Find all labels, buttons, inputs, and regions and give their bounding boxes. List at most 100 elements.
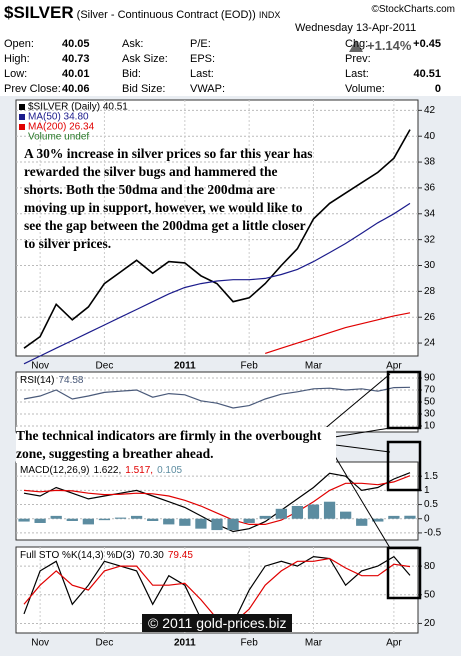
quote-cell: Prev: [345, 53, 371, 65]
y-tick-label: 90 [424, 373, 436, 384]
y-tick-label: 1.5 [424, 471, 438, 482]
histogram-bar [50, 515, 62, 519]
histogram-bar [34, 518, 46, 523]
legend-entry: 79.45 [168, 550, 193, 561]
histogram-bar [18, 518, 30, 522]
legend-entry: 74.58 [58, 375, 83, 386]
legend-swatch [19, 114, 25, 120]
quote-cell: Low: [4, 68, 28, 80]
annotation: The technical indicators are firmly in t… [16, 427, 336, 463]
quote-cell: Ask Size: [122, 53, 168, 65]
quote-cell: Chg: [345, 38, 369, 50]
y-tick-label: 32 [424, 234, 436, 245]
exchange: INDX [258, 10, 281, 20]
y-tick-label: 50 [424, 397, 436, 408]
y-tick-label: 0 [424, 513, 430, 524]
name: (Silver - Continuous Contract (EOD)) [76, 9, 256, 21]
legend-swatch [19, 104, 25, 110]
panel-label: Full STO %K(14,3) %D(3) 70.30 79.45 [20, 550, 193, 561]
histogram-bar [163, 518, 175, 525]
x-tick-label: 2011 [174, 361, 196, 372]
series-line [23, 202, 411, 365]
copyright: © 2011 gold-prices.biz [142, 614, 293, 632]
y-tick-label: 10 [424, 421, 436, 432]
quote-cell: Bid: [122, 68, 141, 80]
histogram-bar [340, 511, 352, 519]
series-line [23, 475, 411, 525]
y-tick-label: 42 [424, 105, 436, 116]
y-tick-label: -0.5 [424, 528, 442, 539]
x-tick-label: Feb [241, 638, 259, 649]
histogram-bar [388, 515, 400, 519]
annotation: A 30% increase in silver prices so far t… [24, 146, 313, 251]
y-tick-label: 20 [424, 618, 436, 629]
y-tick-label: 24 [424, 338, 436, 349]
panel: 20 50 80 Nov Dec 2011 Feb Mar Apr Full STO %K(14,… [15, 546, 436, 649]
histogram-bar [66, 518, 78, 521]
histogram-bar [179, 518, 191, 526]
histogram-bar [323, 501, 336, 519]
histogram-bar [307, 504, 320, 519]
panel: -0.5 0 0.5 1 1.5 MACD(12,26,9) 1.622, 1.517, 0.1… [15, 461, 442, 541]
y-tick-label: 38 [424, 157, 436, 168]
quote-cell: Bid Size: [122, 83, 166, 95]
legend-entry: 1.622, [93, 465, 121, 476]
y-tick-label: 40 [424, 131, 436, 142]
quote-cell: High: [4, 53, 30, 65]
panel-label: MACD(12,26,9) 1.622, 1.517, 0.105 [20, 465, 183, 476]
histogram-bar [227, 518, 239, 531]
panel-bg [15, 99, 419, 357]
y-tick-label: 28 [424, 286, 436, 297]
indicator-name: RSI(14) [20, 375, 54, 386]
quote-cell: 40.51 [413, 68, 441, 80]
x-tick-label: Dec [96, 361, 114, 372]
quote-cell: 40.05 [62, 38, 90, 50]
histogram-bar [82, 518, 94, 525]
legend-entry: MA(200) 26.34 [28, 122, 95, 133]
x-tick-label: Nov [31, 638, 49, 649]
quote-cell: 0 [434, 83, 441, 95]
histogram-bar [195, 518, 207, 529]
y-tick-label: 30 [424, 260, 436, 271]
histogram-bar [356, 518, 368, 526]
histogram-bar [259, 515, 271, 519]
y-tick-label: 0.5 [424, 499, 438, 510]
x-tick-label: Dec [96, 638, 114, 649]
histogram-bar [291, 505, 304, 519]
y-tick-label: 30 [424, 409, 436, 420]
legend-entry: MA(50) 34.80 [28, 112, 89, 123]
panel: 24 26 28 30 32 34 36 38 40 42 Nov Dec 2011 Feb Mar Apr $… [15, 99, 436, 372]
y-tick-label: 1 [424, 485, 430, 496]
histogram-bar [275, 508, 287, 519]
histogram-bar [243, 518, 255, 523]
quote-cell: Last: [345, 68, 369, 80]
histogram-bar [114, 517, 127, 519]
indicator-name: MACD(12,26,9) [20, 465, 89, 476]
x-tick-label: 2011 [174, 638, 196, 649]
y-tick-label: 26 [424, 312, 436, 323]
source: ©StockCharts.com [371, 4, 455, 15]
quote-cell: 40.01 [62, 68, 90, 80]
legend-entry: 0.105 [157, 465, 182, 476]
quote-cell: Prev Close: [4, 83, 61, 95]
pointer [329, 447, 391, 549]
histogram-bar [147, 518, 159, 521]
y-tick-label: 50 [424, 589, 436, 600]
symbol: $SILVER [4, 3, 74, 22]
series-line [265, 312, 411, 354]
y-tick-label: 34 [424, 208, 436, 219]
histogram-bar [372, 518, 384, 522]
legend-entry: Volume undef [28, 132, 89, 143]
date: Wednesday 13-Apr-2011 [295, 22, 417, 34]
x-tick-label: Feb [241, 361, 259, 372]
series-line [23, 129, 411, 349]
legend-entry: $SILVER (Daily) 40.51 [28, 102, 128, 113]
x-tick-label: Mar [305, 361, 323, 372]
highlight-box [386, 440, 422, 492]
histogram-bar [130, 515, 143, 519]
up-arrow [349, 40, 363, 52]
indicator-name: Full STO %K(14,3) %D(3) [20, 550, 135, 561]
quote-cell: 40.06 [62, 83, 90, 95]
